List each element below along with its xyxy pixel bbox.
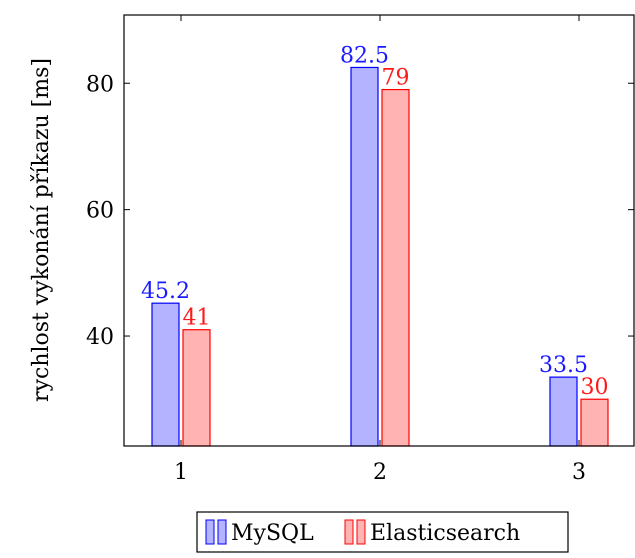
plot-frame [123, 14, 635, 447]
y-tick-label-60: 60 [86, 199, 114, 224]
legend-swatch-elasticsearch [344, 519, 366, 545]
legend-label-mysql: MySQL [231, 521, 314, 546]
bar-mysql-1 [151, 302, 180, 447]
x-tick-label-3: 3 [572, 460, 586, 485]
bar-elasticsearch-1 [182, 329, 211, 447]
y-tick-label-80: 80 [86, 72, 114, 97]
y-tick-label-40: 40 [86, 325, 114, 350]
data-label-mysql-3: 33.5 [539, 353, 588, 378]
y-axis-title: rychlost vykonání příkazu [ms] [29, 58, 54, 402]
legend-box [196, 511, 569, 553]
x-tick-label-2: 2 [373, 460, 387, 485]
data-label-mysql-1: 45.2 [141, 279, 190, 304]
bar-elasticsearch-3 [580, 398, 609, 447]
data-label-elasticsearch-1: 41 [183, 306, 211, 331]
legend-label-elasticsearch: Elasticsearch [370, 521, 520, 546]
legend: MySQL Elasticsearch [196, 511, 569, 553]
legend-swatch-mysql [205, 519, 227, 545]
data-label-mysql-2: 82.5 [340, 43, 389, 68]
bar-mysql-3 [549, 376, 578, 447]
x-tick-label-1: 1 [174, 460, 188, 485]
data-labels-layer: 45.2 82.5 33.5 41 79 30 [141, 43, 608, 400]
bars-layer [151, 66, 609, 447]
bar-elasticsearch-2 [381, 88, 410, 447]
data-label-elasticsearch-2: 79 [382, 66, 410, 91]
data-label-elasticsearch-3: 30 [581, 375, 609, 400]
bar-mysql-2 [350, 66, 379, 447]
ticks-layer: 1 2 3 40 60 80 [86, 15, 634, 485]
